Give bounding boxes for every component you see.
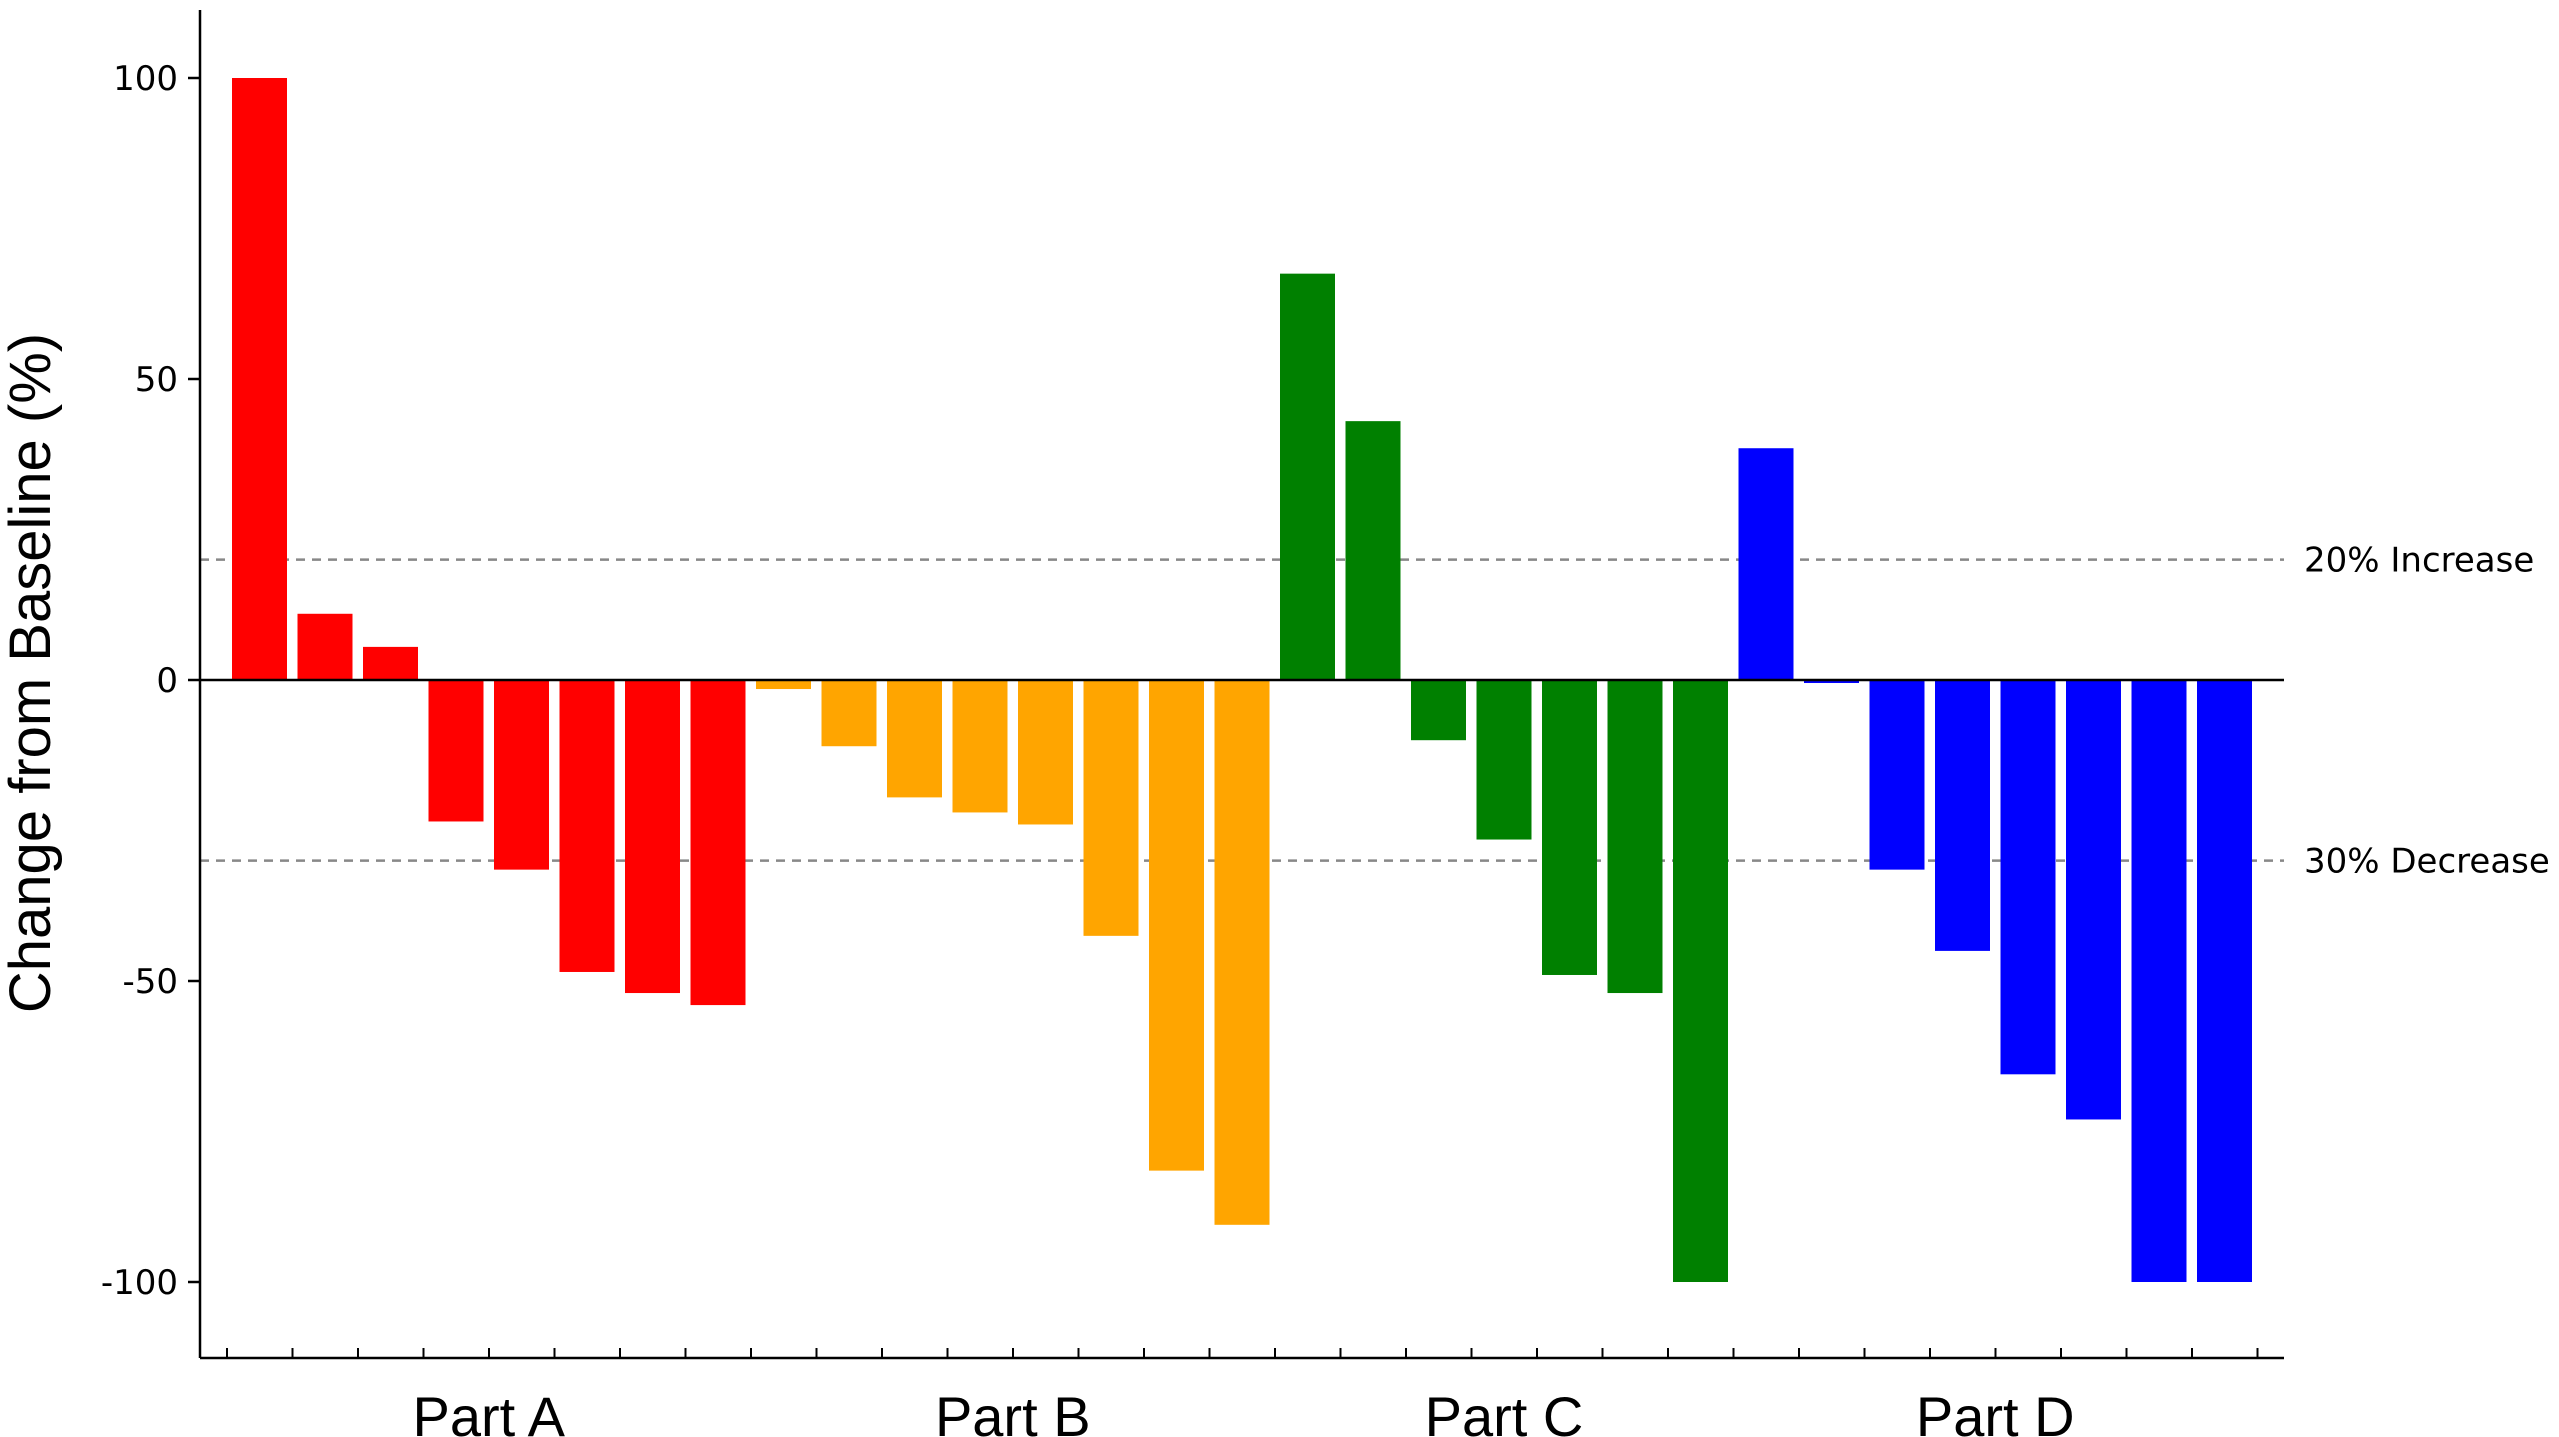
bar [1935, 680, 1990, 951]
labels: 100 50 0 -50 -100 20% Increase 30% Decrease Par… [101, 59, 2550, 1437]
bar [363, 646, 418, 680]
x-group-label: Part A [412, 1385, 565, 1437]
bar [297, 613, 353, 680]
reference-line-label: 20% Increase [2304, 541, 2534, 581]
bar [1476, 680, 1532, 840]
y-tick-label: -100 [101, 1263, 178, 1303]
axes [188, 10, 2284, 1360]
bar [690, 680, 746, 1006]
bar [1083, 680, 1139, 936]
x-group-label: Part C [1425, 1385, 1584, 1437]
bar [494, 680, 549, 870]
y-tick-label: 50 [135, 360, 178, 400]
bar [428, 680, 484, 822]
bar [952, 680, 1008, 813]
bar [1149, 680, 1204, 1171]
x-group-label: Part B [935, 1385, 1091, 1437]
bar [1738, 448, 1794, 680]
bar [1607, 680, 1663, 994]
bar [559, 680, 615, 972]
bar [1542, 680, 1597, 975]
bar [2066, 680, 2121, 1120]
bar [2197, 680, 2252, 1282]
bar [2131, 680, 2187, 1282]
x-group-label: Part D [1916, 1385, 2075, 1437]
reference-line-label: 30% Decrease [2304, 842, 2550, 882]
bar [1411, 680, 1466, 741]
bar [1673, 680, 1728, 1282]
bar [232, 78, 287, 680]
bar [821, 680, 877, 747]
y-tick-label: 0 [156, 661, 178, 701]
bar [887, 680, 942, 798]
y-tick-label: -50 [122, 962, 178, 1002]
bar [1804, 680, 1859, 684]
bar [1280, 273, 1335, 680]
bar [1018, 680, 1073, 825]
bar [625, 680, 680, 994]
bars [232, 78, 2252, 1282]
bar [756, 680, 811, 690]
bar [1214, 680, 1270, 1225]
y-axis-title: Change from Baseline (%) [0, 333, 63, 1013]
bar [1869, 680, 1925, 870]
y-tick-label: 100 [113, 59, 178, 99]
bar [1345, 421, 1401, 680]
bar [2000, 680, 2056, 1075]
